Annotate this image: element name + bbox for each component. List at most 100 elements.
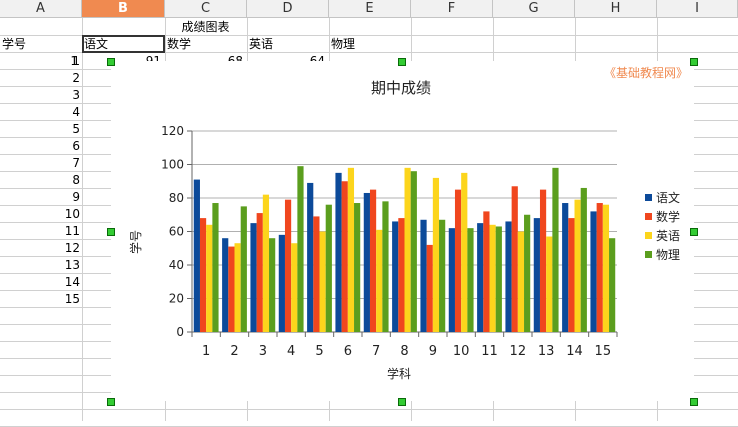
x-tick-label: 6 (344, 344, 352, 359)
column-header-d[interactable]: D (247, 0, 329, 18)
row-number-cell[interactable]: 15 (64, 292, 80, 306)
row-number-cell[interactable]: 14 (64, 275, 80, 289)
row-number-cell[interactable]: 8 (72, 173, 80, 187)
bar (404, 167, 411, 332)
bar (568, 218, 575, 332)
resize-handle[interactable] (107, 228, 115, 236)
row-number-cell[interactable]: 3 (72, 88, 80, 102)
grid-line (0, 409, 738, 410)
header-cell[interactable]: 英语 (249, 37, 274, 51)
legend-swatch (645, 194, 652, 201)
resize-handle[interactable] (690, 228, 698, 236)
bar (250, 223, 257, 332)
bar (574, 199, 581, 332)
column-header-f[interactable]: F (411, 0, 493, 18)
merged-title-cell[interactable]: 成绩图表 (181, 20, 230, 34)
resize-handle[interactable] (107, 58, 115, 66)
column-header-g[interactable]: G (493, 0, 575, 18)
x-tick-label: 5 (315, 344, 323, 359)
grid-line (0, 35, 738, 36)
bar (369, 189, 377, 332)
row-number-cell[interactable]: 1 (72, 54, 80, 68)
bar (234, 243, 241, 332)
row-number-cell[interactable]: 6 (72, 139, 80, 153)
row-number-cell[interactable]: 10 (64, 207, 80, 221)
bar (307, 182, 314, 332)
row-number-cell[interactable]: 12 (64, 241, 80, 255)
y-axis-label: 学号 (128, 230, 143, 254)
row-number-cell[interactable]: 5 (72, 122, 80, 136)
y-tick-label: 0 (176, 325, 184, 339)
row-number-cell[interactable]: 4 (72, 105, 80, 119)
bar (461, 172, 468, 332)
column-header-i[interactable]: I (657, 0, 738, 18)
row-number-cell[interactable]: 13 (64, 258, 80, 272)
resize-handle[interactable] (398, 58, 406, 66)
data-cell[interactable]: 1 (70, 54, 78, 68)
y-tick-label: 20 (169, 292, 184, 306)
legend-swatch (645, 251, 652, 258)
chart-object[interactable]: 期中成绩 0 20 40 60 80 100 120 1 2 3 4 5 6 7 8 9 10 11 12 13 14 15… (111, 61, 694, 401)
header-cell[interactable]: 数学 (167, 37, 192, 51)
legend-entry: 英语 (656, 229, 680, 243)
bar (313, 216, 320, 332)
column-header-c[interactable]: C (165, 0, 247, 18)
resize-handle[interactable] (690, 58, 698, 66)
row-number-cell[interactable]: 2 (72, 71, 80, 85)
bar (212, 203, 219, 332)
bar (552, 167, 559, 332)
x-axis-label: 学科 (387, 366, 411, 381)
column-header-h[interactable]: H (575, 0, 657, 18)
bar (278, 234, 285, 332)
header-cell[interactable]: 语文 (84, 37, 109, 51)
y-tick-label: 100 (161, 158, 184, 172)
bar (262, 194, 270, 332)
bar (240, 206, 247, 332)
bar (467, 228, 474, 332)
resize-handle[interactable] (690, 398, 698, 406)
column-header-a[interactable]: A (0, 0, 82, 18)
bar (609, 238, 616, 332)
y-tick-label: 80 (169, 191, 184, 205)
row-number-cell[interactable]: 11 (64, 224, 80, 238)
column-header-b[interactable]: B (82, 0, 165, 18)
watermark: 《基础教程网》 (604, 66, 689, 80)
bar (420, 219, 427, 332)
resize-handle[interactable] (398, 398, 406, 406)
resize-handle[interactable] (107, 398, 115, 406)
row-number-cell[interactable]: 9 (72, 190, 80, 204)
bar (495, 226, 502, 332)
bar (269, 238, 276, 332)
bar (505, 221, 512, 332)
legend-entry: 物理 (656, 248, 680, 262)
bar (228, 246, 235, 332)
header-cell[interactable]: 学号 (2, 37, 27, 51)
grid-line (0, 52, 738, 53)
bar (596, 203, 603, 332)
bar (454, 189, 462, 332)
x-tick-label: 13 (538, 344, 555, 359)
legend-swatch (645, 232, 652, 239)
bar (511, 186, 518, 332)
bar (546, 236, 553, 332)
header-cell[interactable]: 物理 (331, 37, 356, 51)
y-tick-label: 120 (161, 124, 184, 138)
bar (256, 213, 263, 332)
bar (562, 203, 569, 332)
x-tick-label: 10 (453, 344, 470, 359)
bar (426, 244, 433, 332)
bar (376, 229, 383, 332)
bar (439, 219, 446, 332)
column-header-e[interactable]: E (329, 0, 411, 18)
row-number-cell[interactable]: 7 (72, 156, 80, 170)
bar (477, 223, 484, 332)
bar (325, 204, 332, 332)
bar (319, 231, 326, 332)
bar (291, 243, 298, 332)
x-tick-label: 2 (230, 344, 238, 359)
bar (222, 238, 229, 332)
bar (347, 167, 355, 332)
bar (284, 199, 292, 332)
selected-cell[interactable] (82, 35, 165, 53)
